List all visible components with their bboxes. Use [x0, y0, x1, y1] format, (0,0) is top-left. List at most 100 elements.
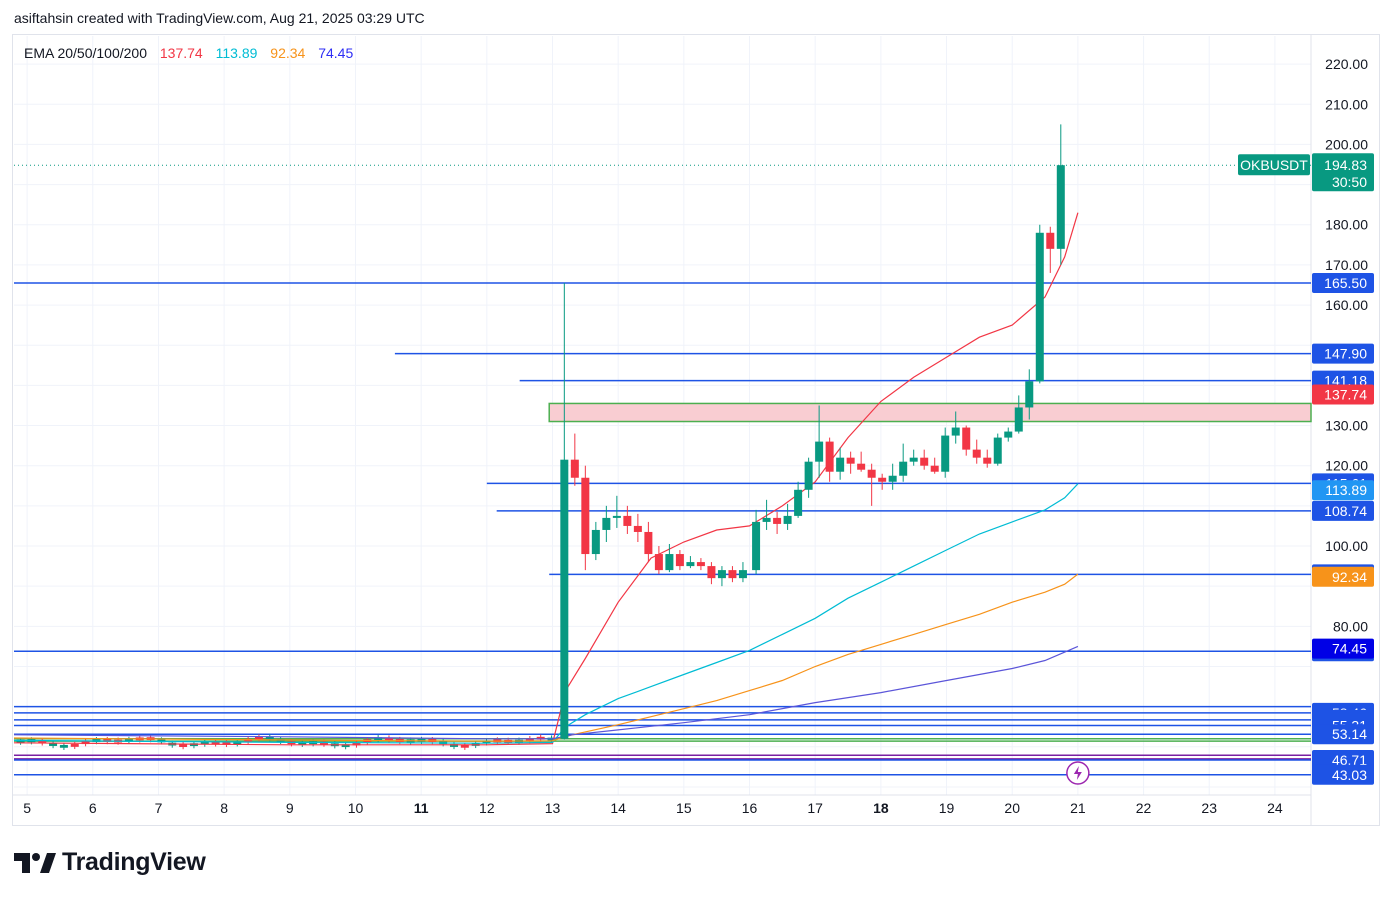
price-tick-label: 170.00 [1325, 257, 1368, 273]
attribution-header: asiftahsin created with TradingView.com,… [14, 10, 425, 26]
candle-body [1025, 381, 1034, 408]
price-axis: 220.00 210.00 200.00 180.00 170.00 160.00 130.… [1325, 56, 1368, 634]
tradingview-logo-icon [14, 852, 56, 873]
candle-body [623, 515, 632, 526]
candle-body [49, 743, 58, 746]
candle-body [825, 441, 834, 472]
candle-body [738, 570, 747, 579]
price-tick-label: 80.00 [1333, 618, 1368, 634]
brand-footer[interactable]: TradingView [14, 848, 206, 877]
time-tick-label: 10 [348, 800, 364, 816]
candle-body [449, 744, 458, 747]
ema-badge-bg [1312, 566, 1374, 587]
ema-badge: 92.34 [1332, 569, 1367, 585]
candle-body [983, 457, 992, 464]
time-tick-label: 20 [1004, 800, 1020, 816]
candle-body [124, 739, 133, 742]
candle-body [633, 525, 642, 532]
time-tick-label: 15 [676, 800, 692, 816]
candle-body [222, 742, 231, 745]
candle-body [773, 517, 782, 524]
time-tick-label: 5 [23, 800, 31, 816]
price-tick-label: 200.00 [1325, 136, 1368, 152]
candle-body [560, 459, 569, 739]
ema-line [13, 573, 1079, 742]
candle-body [581, 477, 590, 555]
candle-body [972, 449, 981, 458]
candle-body [888, 475, 897, 482]
candle-body [612, 515, 621, 518]
legend-value-ema20: 137.74 [159, 45, 203, 61]
candle-body [179, 744, 188, 748]
ema-badge: 113.89 [1325, 482, 1367, 498]
candle-body [384, 737, 393, 741]
time-tick-label: 12 [479, 800, 495, 816]
resistance-zone [548, 402, 1312, 423]
ema-badge-bg [1312, 638, 1374, 659]
time-tick-label: 24 [1267, 800, 1283, 816]
candle-body [70, 744, 79, 747]
candle-body [804, 461, 813, 490]
candle-body [857, 463, 866, 470]
candle-body [374, 737, 383, 741]
time-tick-label: 14 [610, 800, 626, 816]
time-tick-label: 11 [414, 800, 429, 816]
level-badge: 165.50 [1324, 275, 1367, 291]
time-tick-label: 23 [1201, 800, 1217, 816]
symbol-label: OKBUSDT [1240, 157, 1308, 173]
lightning-event-icon[interactable] [1066, 761, 1090, 785]
candle-body [211, 741, 220, 745]
indicator-legend[interactable]: EMA 20/50/100/200 137.74 113.89 92.34 74… [24, 45, 362, 61]
price-tick-label: 160.00 [1325, 297, 1368, 313]
candle-body [591, 529, 600, 555]
candle-body [717, 570, 726, 579]
ema-line [13, 645, 1079, 740]
ema-badge-bg [1312, 480, 1374, 501]
price-tick-label: 130.00 [1325, 418, 1368, 434]
candle-body [1046, 232, 1055, 249]
candle-body [993, 437, 1002, 464]
candle-body [1056, 165, 1065, 249]
level-badges: 165.50147.90141.18115.61108.7492.9373.78… [1238, 153, 1374, 785]
candle-body [38, 740, 47, 744]
candle-body [846, 457, 855, 464]
time-tick-label: 18 [873, 800, 889, 816]
candle-body [899, 461, 908, 476]
candle-body [762, 517, 771, 522]
level-badge-bg [1312, 343, 1374, 364]
candle-body [867, 469, 876, 478]
candle-body [920, 457, 929, 466]
time-axis: 5 6 7 8 9 10 11 12 13 14 15 16 17 18 19 20 21 22 23 24 [23, 800, 1283, 816]
countdown-value: 30:50 [1332, 174, 1367, 190]
candle-body [696, 562, 705, 567]
level-badge: 147.90 [1324, 346, 1367, 362]
legend-value-ema50: 113.89 [215, 45, 258, 61]
price-tick-label: 100.00 [1325, 538, 1368, 554]
lightning-bolt [1073, 766, 1082, 780]
candle-body [352, 742, 361, 746]
time-tick-label: 8 [220, 800, 228, 816]
candle-body [794, 489, 803, 516]
symbol-badge-bg [1238, 154, 1310, 176]
ema-badge-bg [1312, 384, 1374, 405]
level-badge: 53.14 [1332, 726, 1367, 742]
candle-body [962, 427, 971, 450]
candle-body [930, 465, 939, 472]
brand-name: TradingView [62, 848, 206, 876]
candle-body [482, 740, 491, 744]
time-tick-label: 7 [155, 800, 163, 816]
time-tick-label: 9 [286, 800, 294, 816]
last-price-value: 194.83 [1324, 157, 1367, 173]
candles [560, 124, 1065, 740]
legend-value-ema200: 74.45 [318, 45, 354, 61]
level-badge-bg [1312, 764, 1374, 785]
time-tick-label: 17 [807, 800, 823, 816]
candle-body [878, 477, 887, 482]
candle-body [654, 554, 663, 571]
candle-body [665, 554, 674, 571]
time-tick-label: 19 [939, 800, 955, 816]
time-tick-label: 22 [1136, 800, 1152, 816]
price-tick-label: 180.00 [1325, 217, 1368, 233]
candle-body [815, 441, 824, 462]
